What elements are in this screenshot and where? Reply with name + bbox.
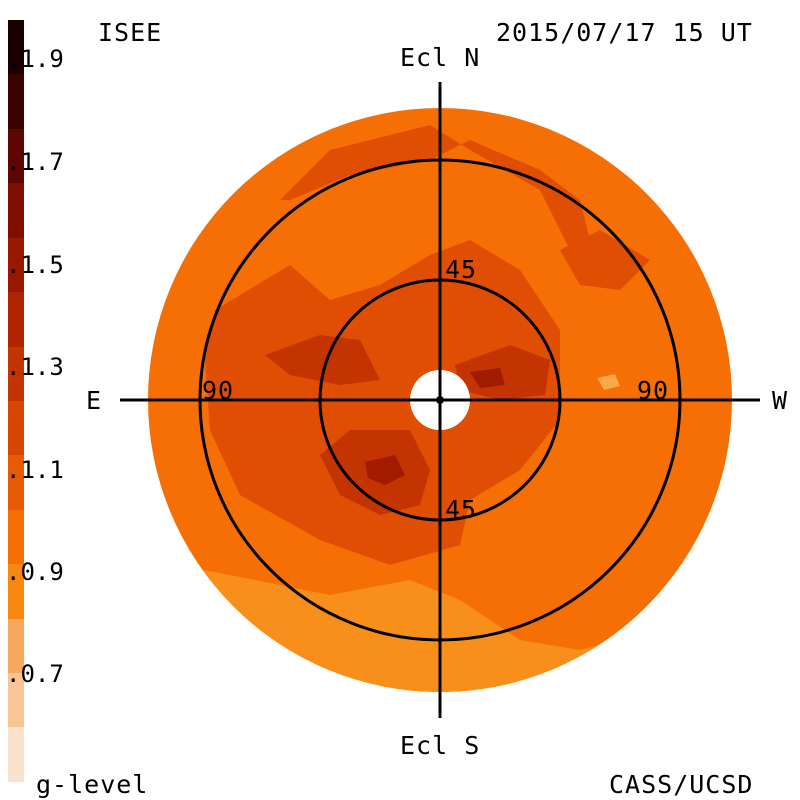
colorbar-band (8, 455, 24, 510)
colorbar-band (8, 618, 24, 674)
colorbar-tick: .1.5 (6, 251, 64, 279)
contour-region-darker (205, 240, 560, 565)
colorbar-band (8, 237, 24, 293)
ring-label-inner-bottom: 45 (445, 495, 478, 524)
colorbar (8, 20, 24, 782)
colorbar-band (8, 346, 24, 401)
colorbar-band (8, 673, 24, 728)
south-label: Ecl S (400, 731, 481, 760)
contour-region-dark-left (265, 335, 380, 385)
source-label: ISEE (98, 18, 163, 47)
units-label: g-level (36, 770, 149, 799)
contour-region-darkest (365, 455, 405, 485)
colorbar-band (8, 183, 24, 238)
center-dot (436, 396, 444, 404)
colorbar-band (8, 20, 24, 75)
west-label: W (772, 386, 789, 415)
east-label: E (86, 386, 103, 415)
contour-region-right (560, 230, 650, 290)
ring-label-outer-right: 90 (637, 376, 670, 405)
colorbar-tick: .1.1 (6, 456, 64, 484)
colorbar-band (8, 564, 24, 619)
colorbar-band (8, 128, 24, 184)
ring-label-inner-top: 45 (445, 255, 478, 284)
north-label: Ecl N (400, 43, 481, 72)
colorbar-tick: .1.3 (6, 353, 64, 381)
colorbar-band (8, 292, 24, 347)
colorbar-tick: .1.7 (6, 148, 64, 176)
contour-region-darkest-right (470, 368, 505, 388)
credit-label: CASS/UCSD (609, 770, 754, 799)
contour-region-dark-right (455, 345, 550, 400)
colorbar-band (8, 74, 24, 129)
timestamp-label: 2015/07/17 15 UT (496, 18, 753, 47)
colorbar-band (8, 400, 24, 456)
colorbar-tick: .1.9 (6, 45, 64, 73)
contour-region-lightest (597, 374, 620, 390)
colorbar-band (8, 509, 24, 565)
contour-region-upper (280, 125, 600, 285)
colorbar-tick: .0.7 (6, 660, 64, 688)
colorbar-band (8, 727, 24, 782)
colorbar-tick: .0.9 (6, 558, 64, 586)
ring-label-outer-left: 90 (202, 376, 235, 405)
